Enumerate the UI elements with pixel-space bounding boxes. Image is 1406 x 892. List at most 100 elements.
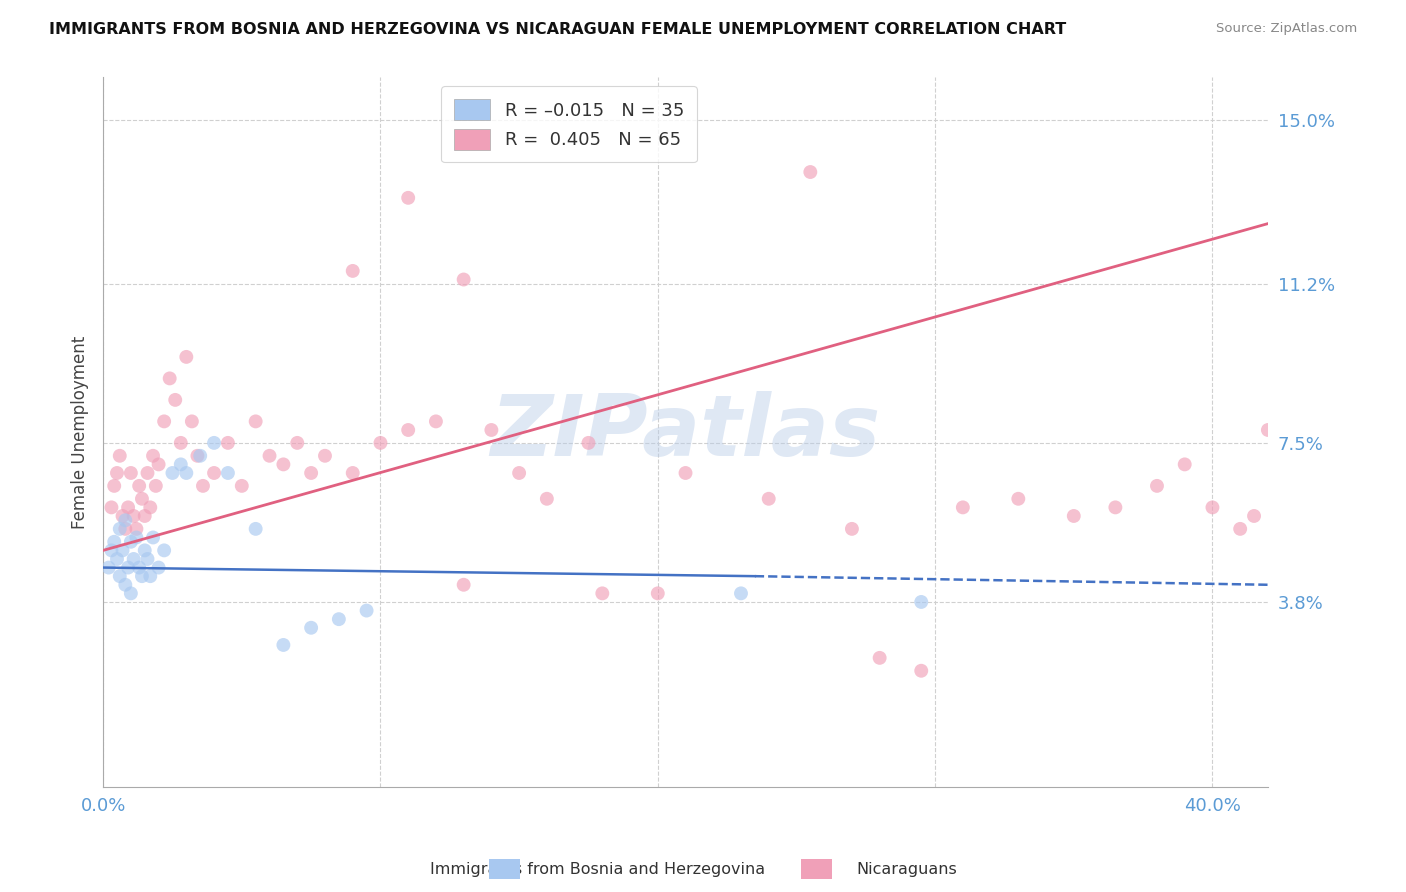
Point: [131, 491, 153, 506]
Point: [356, 603, 378, 617]
Point: [108, 569, 131, 583]
Point: [202, 436, 225, 450]
Point: [508, 466, 530, 480]
Point: [396, 423, 419, 437]
Point: [342, 466, 364, 480]
Legend: R = –0.015   N = 35, R =  0.405   N = 65: R = –0.015 N = 35, R = 0.405 N = 65: [441, 87, 696, 162]
Point: [125, 531, 148, 545]
Point: [120, 534, 142, 549]
Point: [103, 534, 125, 549]
Point: [117, 500, 139, 515]
Point: [100, 543, 122, 558]
Text: Immigrants from Bosnia and Herzegovina: Immigrants from Bosnia and Herzegovina: [430, 863, 765, 877]
Point: [202, 466, 225, 480]
Point: [1007, 491, 1029, 506]
Point: [285, 436, 308, 450]
Point: [578, 436, 600, 450]
Point: [396, 191, 419, 205]
Point: [299, 466, 322, 480]
Text: Nicaraguans: Nicaraguans: [856, 863, 957, 877]
Point: [100, 500, 122, 515]
Point: [453, 578, 475, 592]
Point: [153, 543, 176, 558]
Point: [111, 508, 134, 523]
Point: [536, 491, 558, 506]
Point: [245, 522, 267, 536]
Point: [841, 522, 863, 536]
Point: [1243, 508, 1265, 523]
Point: [114, 513, 136, 527]
Point: [453, 272, 475, 286]
Point: [136, 552, 159, 566]
Point: [125, 522, 148, 536]
Point: [105, 466, 128, 480]
Point: [758, 491, 780, 506]
Point: [97, 560, 120, 574]
Point: [314, 449, 336, 463]
Point: [273, 638, 295, 652]
Point: [136, 466, 159, 480]
Point: [165, 392, 187, 407]
Text: ZIPatlas: ZIPatlas: [491, 391, 880, 474]
Point: [108, 449, 131, 463]
Point: [869, 651, 891, 665]
Point: [1104, 500, 1126, 515]
Point: [142, 449, 165, 463]
Point: [1257, 423, 1279, 437]
Point: [142, 531, 165, 545]
Point: [370, 436, 392, 450]
Point: [108, 522, 131, 536]
Point: [245, 414, 267, 428]
Point: [217, 466, 239, 480]
Point: [952, 500, 974, 515]
Point: [1229, 522, 1251, 536]
Point: [647, 586, 669, 600]
Point: [425, 414, 447, 428]
Point: [591, 586, 613, 600]
Point: [103, 479, 125, 493]
Point: [799, 165, 821, 179]
Point: [259, 449, 281, 463]
Point: [1063, 508, 1085, 523]
Point: [134, 543, 156, 558]
Point: [162, 466, 184, 480]
Text: IMMIGRANTS FROM BOSNIA AND HERZEGOVINA VS NICARAGUAN FEMALE UNEMPLOYMENT CORRELA: IMMIGRANTS FROM BOSNIA AND HERZEGOVINA V…: [49, 22, 1067, 37]
Point: [148, 560, 170, 574]
Point: [139, 500, 162, 515]
Point: [120, 466, 142, 480]
Point: [139, 569, 162, 583]
Point: [148, 458, 170, 472]
Point: [117, 560, 139, 574]
Point: [176, 466, 198, 480]
Point: [170, 458, 193, 472]
Y-axis label: Female Unemployment: Female Unemployment: [72, 335, 89, 529]
Point: [910, 664, 932, 678]
Point: [128, 560, 150, 574]
Point: [186, 449, 208, 463]
Point: [122, 552, 145, 566]
Point: [153, 414, 176, 428]
Point: [910, 595, 932, 609]
Point: [299, 621, 322, 635]
Point: [180, 414, 202, 428]
Point: [730, 586, 752, 600]
Point: [120, 586, 142, 600]
Point: [1146, 479, 1168, 493]
Point: [342, 264, 364, 278]
Point: [273, 458, 295, 472]
Point: [170, 436, 193, 450]
Point: [114, 522, 136, 536]
Point: [131, 569, 153, 583]
Point: [217, 436, 239, 450]
Point: [122, 508, 145, 523]
Point: [231, 479, 253, 493]
Point: [675, 466, 697, 480]
Point: [111, 543, 134, 558]
Point: [479, 423, 502, 437]
Point: [134, 508, 156, 523]
Point: [1174, 458, 1197, 472]
Point: [188, 449, 211, 463]
Point: [176, 350, 198, 364]
Point: [191, 479, 214, 493]
Point: [1201, 500, 1223, 515]
